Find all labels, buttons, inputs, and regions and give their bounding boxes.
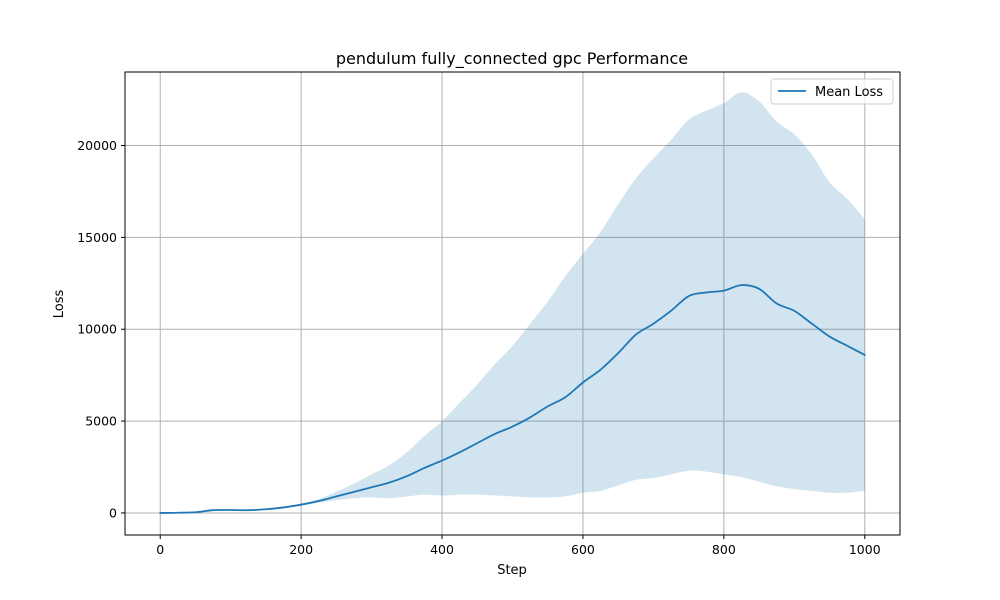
y-tick-label: 0 <box>109 505 117 520</box>
legend-label-mean-loss: Mean Loss <box>815 85 883 100</box>
y-axis-ticks: 0 5000 10000 15000 20000 <box>77 138 125 520</box>
legend-box <box>770 78 894 105</box>
x-tick-label: 1000 <box>849 542 881 557</box>
x-tick-label: 600 <box>571 542 595 557</box>
x-axis-ticks: 0 200 400 600 800 1000 <box>156 535 881 557</box>
plot-frame <box>124 71 901 536</box>
y-tick-label: 20000 <box>77 138 117 153</box>
x-tick-label: 200 <box>289 542 313 557</box>
y-tick-label: 5000 <box>85 414 117 429</box>
chart-title: pendulum fully_connected gpc Performance <box>336 49 688 69</box>
x-tick-label: 400 <box>430 542 454 557</box>
y-tick-label: 15000 <box>77 230 117 245</box>
series-lines <box>159 284 866 514</box>
std-band-area <box>160 92 865 513</box>
x-tick-label: 800 <box>712 542 736 557</box>
x-tick-label: 0 <box>156 542 164 557</box>
grid-lines <box>125 72 900 535</box>
std-band <box>160 92 865 513</box>
plot-area <box>125 72 900 535</box>
mean-loss-line <box>159 284 866 514</box>
x-axis-label: Step <box>497 563 527 578</box>
y-tick-label: 10000 <box>77 322 117 337</box>
legend: Mean Loss <box>770 78 894 105</box>
y-axis-label: Loss <box>52 290 67 319</box>
